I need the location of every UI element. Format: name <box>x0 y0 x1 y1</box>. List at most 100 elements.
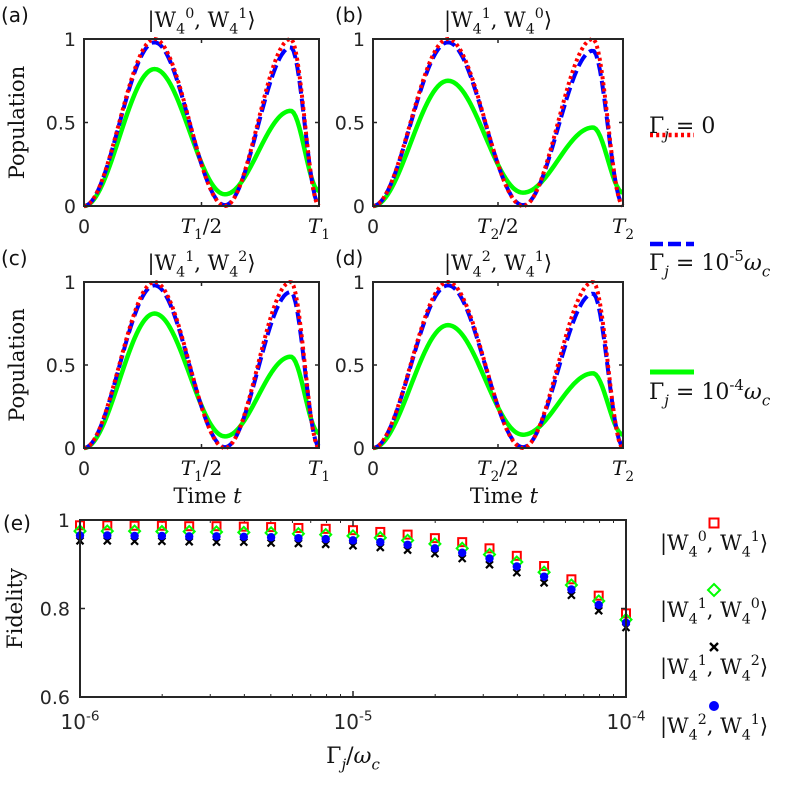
panel-e-point-cross <box>539 578 549 588</box>
panel-e-point-circle <box>130 531 139 541</box>
panel-e-point-square <box>375 526 386 537</box>
panel-c-series-dotted-line <box>83 280 321 450</box>
panel-e-point-cross <box>485 560 494 569</box>
panel-d-series-dotted-line <box>372 280 625 450</box>
panel-e-point-cross <box>512 568 522 577</box>
panel-d-ytick-label: 0.5 <box>335 355 365 377</box>
panel-c-ytick-label: 1 <box>64 272 76 294</box>
panel-e-point-circle <box>239 532 248 542</box>
panel-b-population-plot: 0 0.5 1 0 T2/2 T2 (b) |W41, W40⟩ <box>335 3 634 243</box>
panel-e-point-square <box>320 523 331 534</box>
legend-label-solid: Γj = 10-4ωc <box>649 376 771 410</box>
panel-a-ytick-label: 1 <box>64 29 76 51</box>
legend-marker-label: |W42, W41⟩ <box>660 712 768 743</box>
legend-marker-label: |W40, W41⟩ <box>660 529 768 560</box>
panel-a-population-plot: 0 0.5 1 0 T1/2 T1 (a) |W40, W41⟩ Population <box>1 3 330 243</box>
panel-e-point-circle <box>594 600 603 610</box>
panel-d-plot-area <box>373 282 623 448</box>
panel-e-xtick-label: 10-6 <box>60 709 99 734</box>
legend-marker-circle <box>709 701 719 711</box>
panel-a-xtick-label: 0 <box>78 216 90 238</box>
panel-e-ytick-label: 0.8 <box>40 599 70 621</box>
panel-a-xtick-label: T1 <box>308 214 330 243</box>
panel-a-xtick-label: T1/2 <box>181 214 222 243</box>
panel-c-xtick-label: 0 <box>78 458 90 480</box>
legend-marker-label: |W41, W40⟩ <box>660 596 768 627</box>
panel-e-point-circle <box>403 540 412 549</box>
panel-e-point-square <box>156 520 167 531</box>
panel-b-xtick-label: T2 <box>612 214 634 243</box>
panel-b-label: (b) <box>335 3 363 27</box>
panel-e-point-circle <box>348 536 358 545</box>
curve-legend: Γj = 0 Γj = 10-5ωc Γj = 10-4ωc <box>649 114 771 410</box>
panel-d-ytick-label: 1 <box>353 272 365 294</box>
panel-e-point-circle <box>539 572 549 581</box>
panel-e-xtick-label: 10-5 <box>333 709 372 734</box>
panel-b-xtick-label: T2/2 <box>477 214 518 243</box>
panel-e-fidelity-plot: 0.6 0.8 1 10-6 10-5 10-4 (e) Fidelity Γj/ωc <box>3 510 646 774</box>
panel-b-xtick-label: 0 <box>367 216 379 238</box>
panel-d-xtick-label: T2 <box>612 456 634 485</box>
panel-e-point-square <box>484 543 495 554</box>
legend-marker-square <box>708 517 720 529</box>
panel-e-point-circle <box>485 554 494 563</box>
panel-e-xlabel: Γj/ωc <box>326 744 380 774</box>
panel-e-point-square <box>348 525 358 536</box>
legend-marker-cross <box>709 642 719 652</box>
panel-e-point-circle <box>212 532 221 541</box>
panel-b-ytick-label: 0 <box>353 196 365 218</box>
panel-e-point-square <box>211 521 222 532</box>
panel-d-label: (d) <box>335 246 363 270</box>
panel-d-ytick-label: 0 <box>353 438 365 460</box>
panel-c-title: |W41, W42⟩ <box>147 249 255 280</box>
panel-e-point-square <box>102 520 113 531</box>
panel-a-series-dotted-line <box>83 37 321 208</box>
panel-e-point-circle <box>457 548 467 557</box>
panel-e-point-circle <box>103 531 112 540</box>
panel-c-xtick-label: T1 <box>308 456 330 485</box>
panel-e-point-circle <box>512 562 521 571</box>
panel-c-xtick-label: T1/2 <box>181 456 222 485</box>
panel-e-point-square <box>593 590 604 601</box>
panel-a-label: (a) <box>1 3 29 27</box>
panel-b-title: |W41, W40⟩ <box>444 6 552 37</box>
panel-c-label: (c) <box>1 246 28 270</box>
panel-b-plot-area <box>373 39 623 206</box>
panel-e-plot-area <box>80 520 626 697</box>
panel-b-series-dashed-line <box>372 40 625 208</box>
panel-a-ylabel: Population <box>5 66 29 179</box>
marker-legend: |W40, W41⟩ |W41, W40⟩ |W41, W42⟩ |W42, W41⟩ <box>660 517 768 743</box>
panel-e-point-circle <box>321 534 330 544</box>
panel-b-ytick-label: 1 <box>353 29 365 51</box>
panel-e-point-square <box>402 529 413 540</box>
panel-a-ytick-label: 0.5 <box>46 113 76 135</box>
panel-a-title: |W40, W41⟩ <box>147 6 255 37</box>
panel-e-point-square <box>293 522 304 533</box>
panel-e-point-circle <box>567 585 576 594</box>
panel-b-series-solid-line <box>372 78 624 209</box>
panel-c-series-dashed-line <box>83 283 321 450</box>
panel-e-ytick-label: 1 <box>58 510 70 532</box>
panel-c-population-plot: 0 0.5 1 0 T1/2 T1 (c) |W41, W42⟩ Population Time … <box>1 246 330 508</box>
legend-marker-diamond <box>706 582 722 598</box>
panel-e-point-square <box>539 561 550 572</box>
panel-d-xtick-label: T2/2 <box>477 456 518 485</box>
panel-c-xlabel: Time t <box>173 484 242 508</box>
panel-e-point-square <box>457 537 468 548</box>
panel-e-ylabel: Fidelity <box>3 568 27 649</box>
panel-e-point-circle <box>376 537 385 547</box>
panel-c-ytick-label: 0.5 <box>46 355 76 377</box>
panel-e-point-square <box>129 520 140 531</box>
panel-b-ytick-label: 0.5 <box>335 113 365 135</box>
legend-label-dashed: Γj = 10-5ωc <box>649 247 771 281</box>
panel-c-ytick-label: 0 <box>64 438 76 460</box>
panel-e-label: (e) <box>3 511 31 535</box>
panel-e-point-square <box>429 533 440 544</box>
legend-label-dotted: Γj = 0 <box>649 114 715 144</box>
panel-e-xtick-label: 10-4 <box>606 709 645 734</box>
panel-e-point-square <box>511 550 522 561</box>
panel-e-point-circle <box>294 533 303 543</box>
panel-d-population-plot: 0 0.5 1 0 T2/2 T2 (d) |W42, W41⟩ Time t <box>335 246 634 508</box>
panel-e-point-circle <box>157 531 167 541</box>
